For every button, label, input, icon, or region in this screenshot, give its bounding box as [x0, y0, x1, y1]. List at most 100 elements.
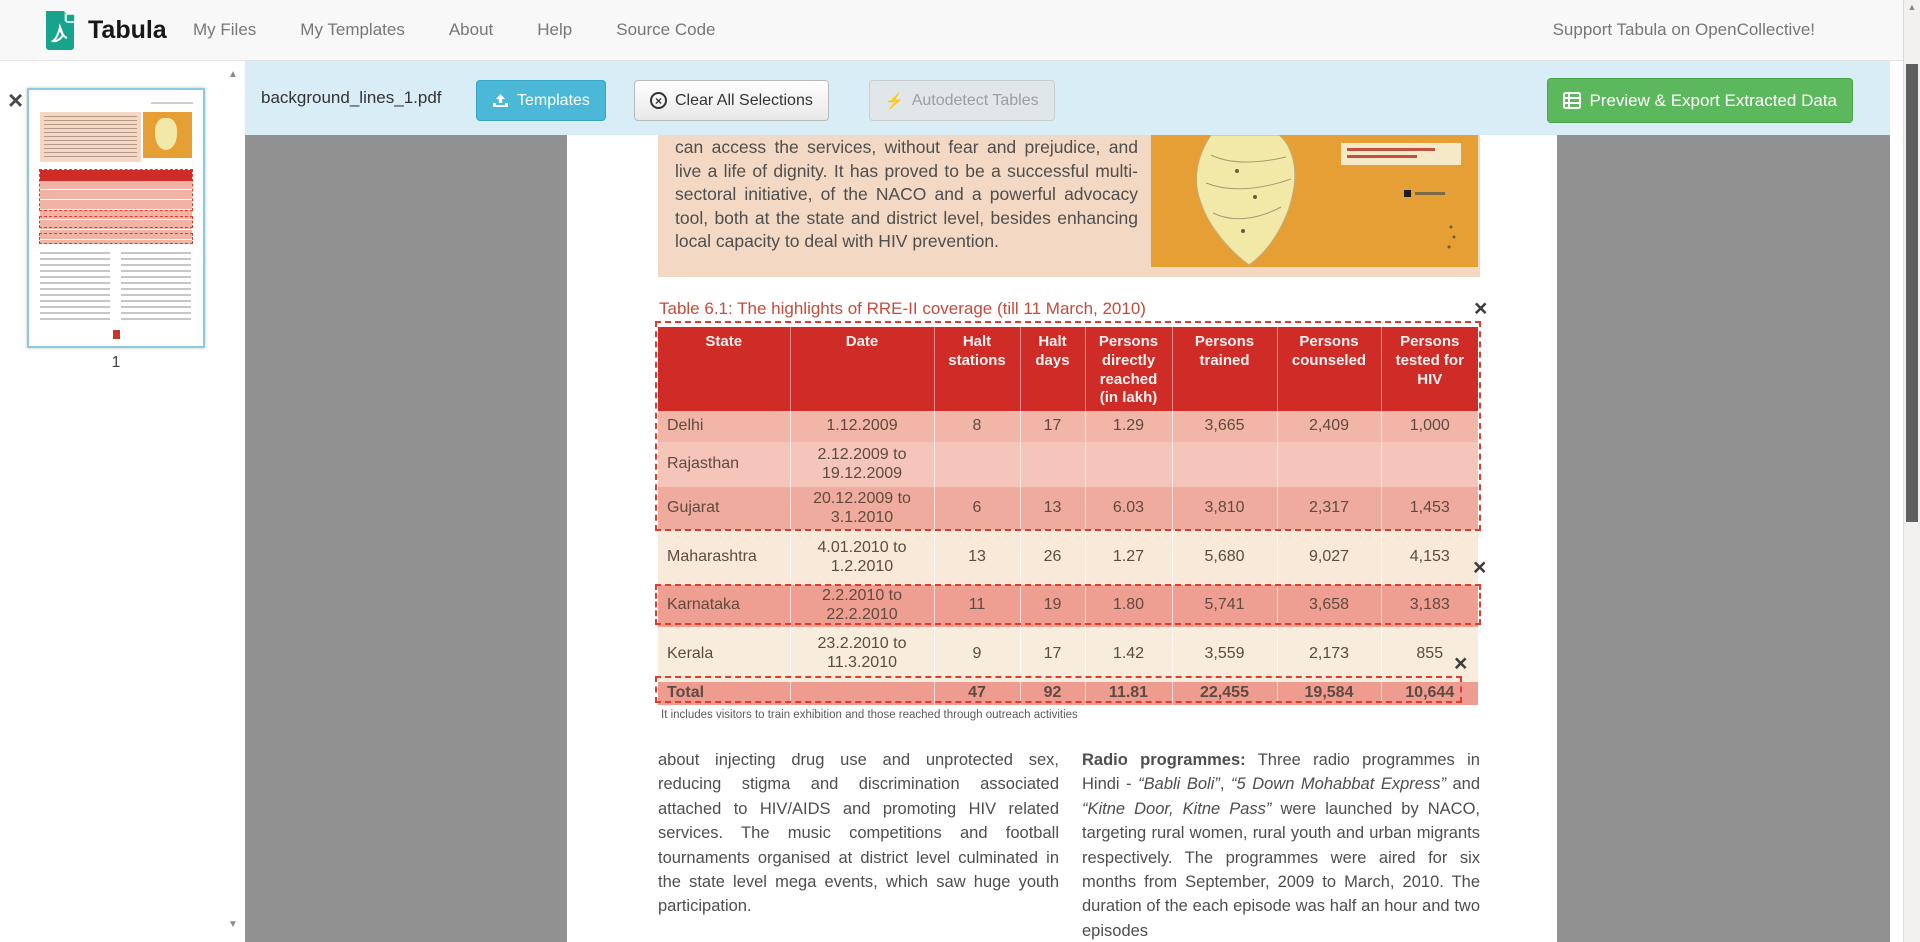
- cell-trained: 5,741: [1171, 585, 1277, 627]
- sidebar-scroll-down-icon[interactable]: ▼: [228, 919, 238, 930]
- brand[interactable]: Tabula: [42, 8, 167, 52]
- radio-title-2: “5 Down Mohabbat Express”: [1231, 775, 1446, 794]
- cell-tested: 4,153: [1380, 530, 1478, 585]
- cell-days: 26: [1019, 530, 1085, 585]
- table-header-row: State Date Halt stations Halt days Perso…: [658, 327, 1478, 411]
- selection-rect-3[interactable]: [655, 676, 1462, 703]
- cell-state: Gujarat: [658, 487, 790, 530]
- cell-stations: 13: [933, 530, 1020, 585]
- export-button-label: Preview & Export Extracted Data: [1589, 90, 1837, 110]
- cell-reached: 1.29: [1084, 411, 1172, 442]
- table-export-icon: [1563, 92, 1582, 109]
- cell-tested: 1,000: [1380, 411, 1478, 442]
- cell-state: Rajasthan: [658, 442, 790, 487]
- col-header-persons-tested: Persons tested for HIV: [1380, 327, 1478, 411]
- cell-state: Kerala: [658, 626, 790, 682]
- cell-trained: 5,680: [1171, 530, 1277, 585]
- table-title: Table 6.1: The highlights of RRE-II cove…: [659, 299, 1146, 318]
- radio-text: ,: [1219, 775, 1232, 794]
- thumb-text-column-left: [40, 252, 110, 324]
- radio-text: were launched by NACO, targeting rural w…: [1082, 799, 1480, 940]
- radio-text: and: [1445, 775, 1481, 794]
- thumb-selection-3: [39, 233, 193, 244]
- cell-tested: 1,453: [1380, 487, 1478, 530]
- cell-reached: 1.27: [1084, 530, 1172, 585]
- scrollbar-up-icon[interactable]: ▲: [1907, 2, 1917, 12]
- cell-days: 17: [1019, 626, 1085, 682]
- page-sidebar: × 1 ▲ ▼: [0, 61, 245, 942]
- brand-name: Tabula: [88, 15, 167, 44]
- page-number-label: 1: [111, 354, 121, 371]
- cell-stations: 9: [933, 626, 1020, 682]
- clear-button-label: Clear All Selections: [675, 91, 813, 109]
- cell-counseled: 19,584: [1276, 681, 1381, 705]
- thumb-table: [39, 169, 193, 244]
- cell-tested: [1380, 442, 1478, 487]
- cell-reached: 6.03: [1084, 487, 1172, 530]
- thumb-selection-2: [39, 216, 193, 228]
- col-header-date: Date: [789, 327, 934, 411]
- cell-state: Total: [658, 681, 790, 705]
- selection-rect-1[interactable]: [655, 321, 1481, 531]
- data-table: State Date Halt stations Halt days Perso…: [658, 327, 1478, 705]
- cell-trained: [1171, 442, 1277, 487]
- col-header-halt-stations: Halt stations: [933, 327, 1020, 411]
- selection-rect-2[interactable]: [655, 584, 1481, 625]
- cell-stations: 8: [933, 411, 1020, 442]
- preview-export-button[interactable]: Preview & Export Extracted Data: [1547, 78, 1853, 123]
- page-scrollbar[interactable]: ▲: [1903, 0, 1920, 942]
- cell-tested: 855: [1380, 626, 1478, 682]
- nav-item-about[interactable]: About: [448, 20, 494, 39]
- clear-icon: ×: [650, 92, 667, 109]
- document-canvas: can access the services, without fear an…: [245, 135, 1890, 942]
- cell-reached: 1.42: [1084, 626, 1172, 682]
- top-navbar: Tabula My Files My Templates About Help …: [0, 0, 1903, 61]
- thumb-page-number-mark: [113, 330, 120, 339]
- cell-days: [1019, 442, 1085, 487]
- clear-all-selections-button[interactable]: × Clear All Selections: [634, 80, 829, 121]
- table-row: Maharashtra 4.01.2010 to 1.2.2010 13 26 …: [658, 530, 1478, 585]
- cell-stations: [933, 442, 1020, 487]
- selection-3-close-icon[interactable]: ×: [1454, 650, 1468, 676]
- cell-counseled: [1276, 442, 1381, 487]
- col-header-state: State: [658, 327, 790, 411]
- selection-2-close-icon[interactable]: ×: [1473, 554, 1487, 580]
- thumb-text-column-right: [121, 252, 191, 324]
- thumb-selection-1: [39, 169, 193, 211]
- left-text-column: about injecting drug use and unprotected…: [658, 751, 1059, 916]
- table-row-total: Total 47 92 11.81 22,455 19,584 10,644: [658, 681, 1478, 705]
- col-header-halt-days: Halt days: [1019, 327, 1085, 411]
- autodetect-button-label: Autodetect Tables: [911, 91, 1039, 109]
- autodetect-tables-button[interactable]: ⚡ Autodetect Tables: [869, 80, 1055, 121]
- thumb-intro-block: [40, 112, 141, 162]
- cell-date: 2.12.2009 to 19.12.2009: [789, 442, 934, 487]
- selection-1-close-icon[interactable]: ×: [1474, 295, 1488, 321]
- pdf-page[interactable]: can access the services, without fear an…: [567, 135, 1557, 942]
- nav-item-source-code[interactable]: Source Code: [616, 20, 716, 39]
- templates-icon: [493, 93, 508, 107]
- nav-links: My Files My Templates About Help Source …: [193, 0, 715, 60]
- thumb-map: [143, 112, 192, 158]
- nav-item-my-templates[interactable]: My Templates: [300, 20, 405, 39]
- nav-item-help[interactable]: Help: [537, 20, 573, 39]
- support-link[interactable]: Support Tabula on OpenCollective!: [1552, 20, 1815, 39]
- nav-item-my-files[interactable]: My Files: [193, 20, 257, 39]
- cell-stations: 47: [933, 681, 1020, 705]
- intro-paragraph: can access the services, without fear an…: [675, 137, 1138, 252]
- tabula-logo-icon: [46, 9, 76, 50]
- templates-button[interactable]: Templates: [476, 80, 606, 121]
- table-row: Karnataka 2.2.2010 to 22.2.2010 11 19 1.…: [658, 585, 1478, 627]
- scrollbar-thumb[interactable]: [1906, 64, 1918, 522]
- cell-counseled: 2,173: [1276, 626, 1381, 682]
- document-filename: background_lines_1.pdf: [261, 88, 442, 107]
- remove-page-icon[interactable]: ×: [8, 85, 24, 115]
- page-thumbnail[interactable]: [27, 88, 205, 348]
- cell-date: 23.2.2010 to 11.3.2010: [789, 626, 934, 682]
- table-row: Delhi 1.12.2009 8 17 1.29 3,665 2,409 1,…: [658, 411, 1478, 442]
- cell-date: 20.12.2009 to 3.1.2010: [789, 487, 934, 530]
- thumb-header-line: [151, 102, 193, 104]
- cell-counseled: 9,027: [1276, 530, 1381, 585]
- radio-programmes-label: Radio programmes:: [1082, 751, 1246, 769]
- cell-counseled: 2,317: [1276, 487, 1381, 530]
- sidebar-scroll-up-icon[interactable]: ▲: [228, 69, 238, 80]
